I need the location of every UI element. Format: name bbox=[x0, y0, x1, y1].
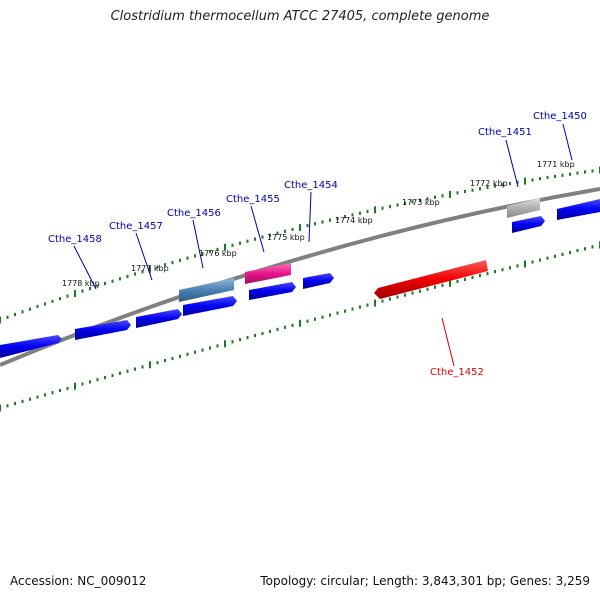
forward-strand-genes bbox=[0, 199, 600, 358]
kbp-label-1777: 1777 kbp bbox=[131, 264, 169, 273]
kbp-label-1773: 1773 kbp bbox=[402, 198, 440, 207]
outer-tick-ring bbox=[0, 166, 600, 324]
gene-label-cthe-1451[interactable]: Cthe_1451 bbox=[478, 127, 532, 138]
rna-feature-pink[interactable] bbox=[245, 263, 291, 284]
gene-arrow[interactable] bbox=[557, 199, 600, 220]
gene-arrow[interactable] bbox=[512, 216, 545, 233]
gene-arrow[interactable] bbox=[75, 320, 131, 340]
kbp-label-1771: 1771 kbp bbox=[537, 160, 575, 169]
leader-cthe-1457 bbox=[135, 232, 153, 281]
gene-label-cthe-1458[interactable]: Cthe_1458 bbox=[48, 234, 102, 245]
accession-text: Accession: NC_009012 bbox=[10, 574, 147, 588]
leader-cthe-1456 bbox=[192, 219, 204, 269]
leader-cthe-1454 bbox=[308, 191, 312, 243]
kbp-label-1772: 1772 kbp bbox=[470, 179, 508, 188]
label-leader-lines bbox=[73, 123, 573, 290]
gene-label-cthe-1450[interactable]: Cthe_1450 bbox=[533, 111, 587, 122]
leader-cthe-1452 bbox=[441, 317, 455, 367]
gene-arrow[interactable] bbox=[303, 273, 334, 289]
inner-tick-ring bbox=[0, 241, 600, 412]
kbp-label-1774: 1774 kbp bbox=[335, 216, 373, 225]
gene-label-cthe-1457[interactable]: Cthe_1457 bbox=[109, 221, 163, 232]
kbp-label-1775: 1775 kbp bbox=[267, 233, 305, 242]
gene-arrow[interactable] bbox=[183, 296, 237, 316]
gene-label-cthe-1452[interactable]: Cthe_1452 bbox=[430, 367, 484, 378]
gene-arrow[interactable] bbox=[0, 335, 62, 358]
leader-cthe-1451 bbox=[505, 139, 519, 188]
kbp-label-1776: 1776 kbp bbox=[199, 249, 237, 258]
map-title: Clostridium thermocellum ATCC 27405, com… bbox=[110, 9, 490, 24]
focus-gene-arrow[interactable] bbox=[374, 260, 488, 299]
kbp-label-1778: 1778 kbp bbox=[62, 279, 100, 288]
leader-cthe-1455 bbox=[250, 205, 265, 253]
gene-label-cthe-1456[interactable]: Cthe_1456 bbox=[167, 208, 221, 219]
rna-feature-steel[interactable] bbox=[179, 278, 234, 302]
pseudogene-gray[interactable] bbox=[507, 198, 540, 218]
topology-text: Topology: circular; Length: 3,843,301 bp… bbox=[260, 574, 590, 588]
gene-arrow[interactable] bbox=[136, 309, 182, 328]
leader-cthe-1450 bbox=[562, 123, 573, 161]
leader-cthe-1458 bbox=[73, 245, 97, 290]
gene-label-cthe-1455[interactable]: Cthe_1455 bbox=[226, 194, 280, 205]
gene-label-cthe-1454[interactable]: Cthe_1454 bbox=[284, 180, 338, 191]
gene-arrow[interactable] bbox=[249, 282, 296, 300]
